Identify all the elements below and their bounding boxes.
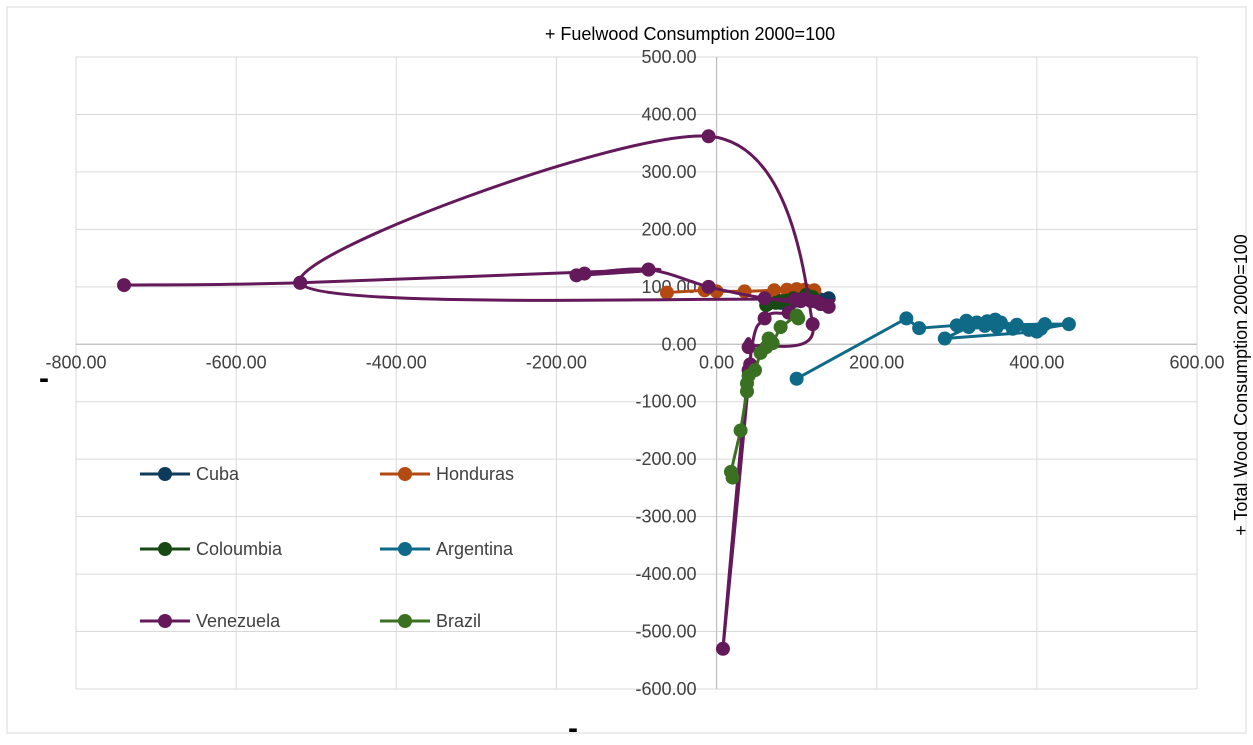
- y-tick-label: -200.00: [636, 449, 697, 469]
- y-tick-label: 400.00: [642, 104, 697, 124]
- data-point-argentina: [937, 331, 952, 346]
- legend-swatch-marker-coloumbia: [158, 542, 172, 556]
- x-tick-label: 0.00: [699, 352, 734, 372]
- chart-title: + Fuelwood Consumption 2000=100: [545, 24, 835, 44]
- legend-layer: Cuba Honduras Coloumbia Argentina Venezuela B…: [140, 464, 514, 631]
- legend-label-brazil: Brazil: [436, 611, 481, 631]
- y-tick-label: -300.00: [636, 507, 697, 527]
- legend-item-venezuela: Venezuela: [140, 611, 281, 631]
- chart-border: [6, 6, 1247, 734]
- legend-swatch-marker-venezuela: [158, 614, 172, 628]
- data-point-argentina: [899, 311, 914, 326]
- series-line-venezuela: [124, 134, 836, 651]
- y-tick-label: -600.00: [636, 679, 697, 699]
- data-point-venezuela: [701, 279, 716, 294]
- data-point-brazil: [765, 336, 780, 351]
- data-point-honduras: [767, 283, 782, 298]
- x-tick-label: -800.00: [45, 352, 106, 372]
- data-point-argentina: [789, 371, 804, 386]
- legend-item-honduras: Honduras: [380, 464, 514, 484]
- y-tick-label: -400.00: [636, 564, 697, 584]
- data-point-venezuela: [715, 641, 730, 656]
- data-point-brazil: [748, 363, 763, 378]
- legend-label-honduras: Honduras: [436, 464, 514, 484]
- legend-item-cuba: Cuba: [140, 464, 240, 484]
- series-layer: [117, 129, 1076, 656]
- legend-label-venezuela: Venezuela: [196, 611, 281, 631]
- y-tick-label: 200.00: [642, 219, 697, 239]
- left-axis-title: -: [39, 362, 49, 395]
- legend-swatch-marker-cuba: [158, 467, 172, 481]
- data-point-venezuela: [293, 275, 308, 290]
- data-point-brazil: [733, 423, 748, 438]
- legend-item-argentina: Argentina: [380, 539, 514, 559]
- data-point-venezuela: [741, 340, 756, 355]
- legend-item-coloumbia: Coloumbia: [140, 539, 283, 559]
- data-point-argentina: [1005, 321, 1020, 336]
- legend-item-brazil: Brazil: [380, 611, 481, 631]
- x-tick-label: 400.00: [1009, 352, 1064, 372]
- data-point-argentina: [961, 320, 976, 335]
- data-point-brazil: [723, 464, 738, 479]
- data-point-venezuela: [793, 294, 808, 309]
- series-venezuela: [117, 129, 836, 656]
- legend-label-cuba: Cuba: [196, 464, 240, 484]
- bottom-axis-title: -: [568, 712, 578, 740]
- data-point-brazil: [773, 320, 788, 335]
- data-point-venezuela: [577, 266, 592, 281]
- series-argentina: [789, 311, 1076, 386]
- legend-label-argentina: Argentina: [436, 539, 514, 559]
- y-tick-label: 500.00: [642, 47, 697, 67]
- x-tick-label: -600.00: [206, 352, 267, 372]
- x-tick-label: -400.00: [366, 352, 427, 372]
- y-tick-label: 300.00: [642, 162, 697, 182]
- legend-label-coloumbia: Coloumbia: [196, 539, 283, 559]
- axis-layer: [76, 57, 1197, 689]
- data-point-venezuela: [701, 129, 716, 144]
- data-point-venezuela: [757, 311, 772, 326]
- series-brazil: [723, 308, 806, 485]
- data-point-venezuela: [757, 291, 772, 306]
- grid-layer: [75, 56, 1198, 690]
- data-point-argentina: [989, 320, 1004, 335]
- data-point-venezuela: [641, 262, 656, 277]
- data-point-argentina: [912, 321, 927, 336]
- data-point-honduras: [659, 285, 674, 300]
- x-tick-label: 200.00: [849, 352, 904, 372]
- data-point-venezuela: [813, 297, 828, 312]
- y-tick-label: -500.00: [636, 622, 697, 642]
- data-point-argentina: [1029, 324, 1044, 339]
- x-tick-label: 600.00: [1169, 352, 1224, 372]
- legend-swatch-marker-argentina: [398, 542, 412, 556]
- legend-swatch-marker-honduras: [398, 467, 412, 481]
- x-tick-label: -200.00: [526, 352, 587, 372]
- data-point-brazil: [791, 311, 806, 326]
- data-point-argentina: [977, 318, 992, 333]
- y-tick-label: 0.00: [662, 334, 697, 354]
- legend-swatch-marker-brazil: [398, 614, 412, 628]
- data-point-argentina: [1061, 317, 1076, 332]
- data-point-venezuela: [805, 317, 820, 332]
- y-tick-label: -100.00: [636, 392, 697, 412]
- right-axis-title: + Total Wood Consumption 2000=100: [1231, 234, 1251, 536]
- data-point-venezuela: [117, 278, 132, 293]
